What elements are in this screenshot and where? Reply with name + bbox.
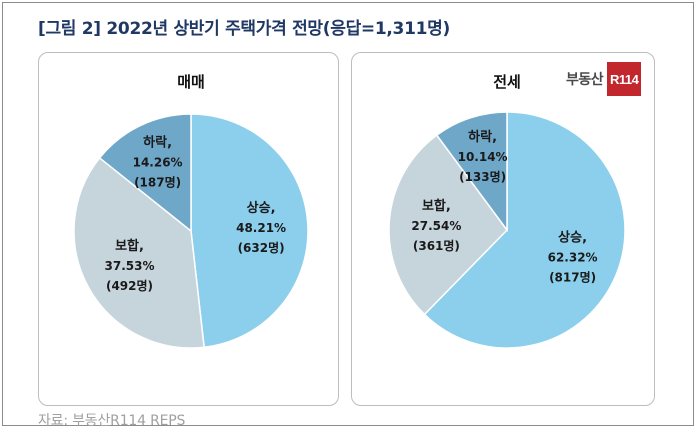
- slice-label-percent: 62.32%: [548, 251, 598, 265]
- slice-label-percent: 14.26%: [133, 155, 183, 169]
- figure-title: [그림 2] 2022년 상반기 주택가격 전망(응답=1,311명): [38, 19, 450, 39]
- slice-label-percent: 10.14%: [458, 150, 508, 164]
- slice-label-category: 보합,: [115, 238, 144, 254]
- pie-slice-flat: [73, 156, 205, 349]
- slice-label-count: (187명): [134, 175, 181, 189]
- slice-label-count: (361명): [413, 239, 460, 253]
- pie-title: 전세: [493, 73, 521, 91]
- pie-slice-rise: [423, 111, 626, 349]
- slice-label-count: (133명): [459, 170, 506, 184]
- pie-slice-rise: [190, 113, 309, 349]
- logo-text: 부동산: [566, 72, 604, 88]
- slice-label-category: 상승,: [247, 201, 276, 216]
- slice-label-count: (817명): [549, 271, 596, 285]
- logo-badge: R114: [607, 62, 642, 96]
- slice-label-percent: 37.53%: [105, 259, 155, 273]
- pie-slice-flat: [388, 134, 508, 316]
- pie-slice-fall: [98, 113, 192, 233]
- pie-slice-fall: [435, 111, 508, 233]
- slice-label-count: (632명): [238, 241, 285, 255]
- r114-logo: 부동산 R114: [566, 62, 654, 96]
- slice-label-percent: 27.54%: [411, 219, 461, 233]
- slice-label-category: 하락,: [143, 134, 172, 150]
- slice-label-category: 보합,: [422, 198, 451, 214]
- slice-label-category: 하락,: [468, 129, 497, 145]
- slice-label-count: (492명): [106, 279, 153, 293]
- source-note: 자료: 부동산R114 REPS: [38, 413, 186, 429]
- slice-label-percent: 48.21%: [236, 221, 286, 235]
- pie-title: 매매: [177, 73, 205, 91]
- slice-label-category: 상승,: [558, 231, 587, 246]
